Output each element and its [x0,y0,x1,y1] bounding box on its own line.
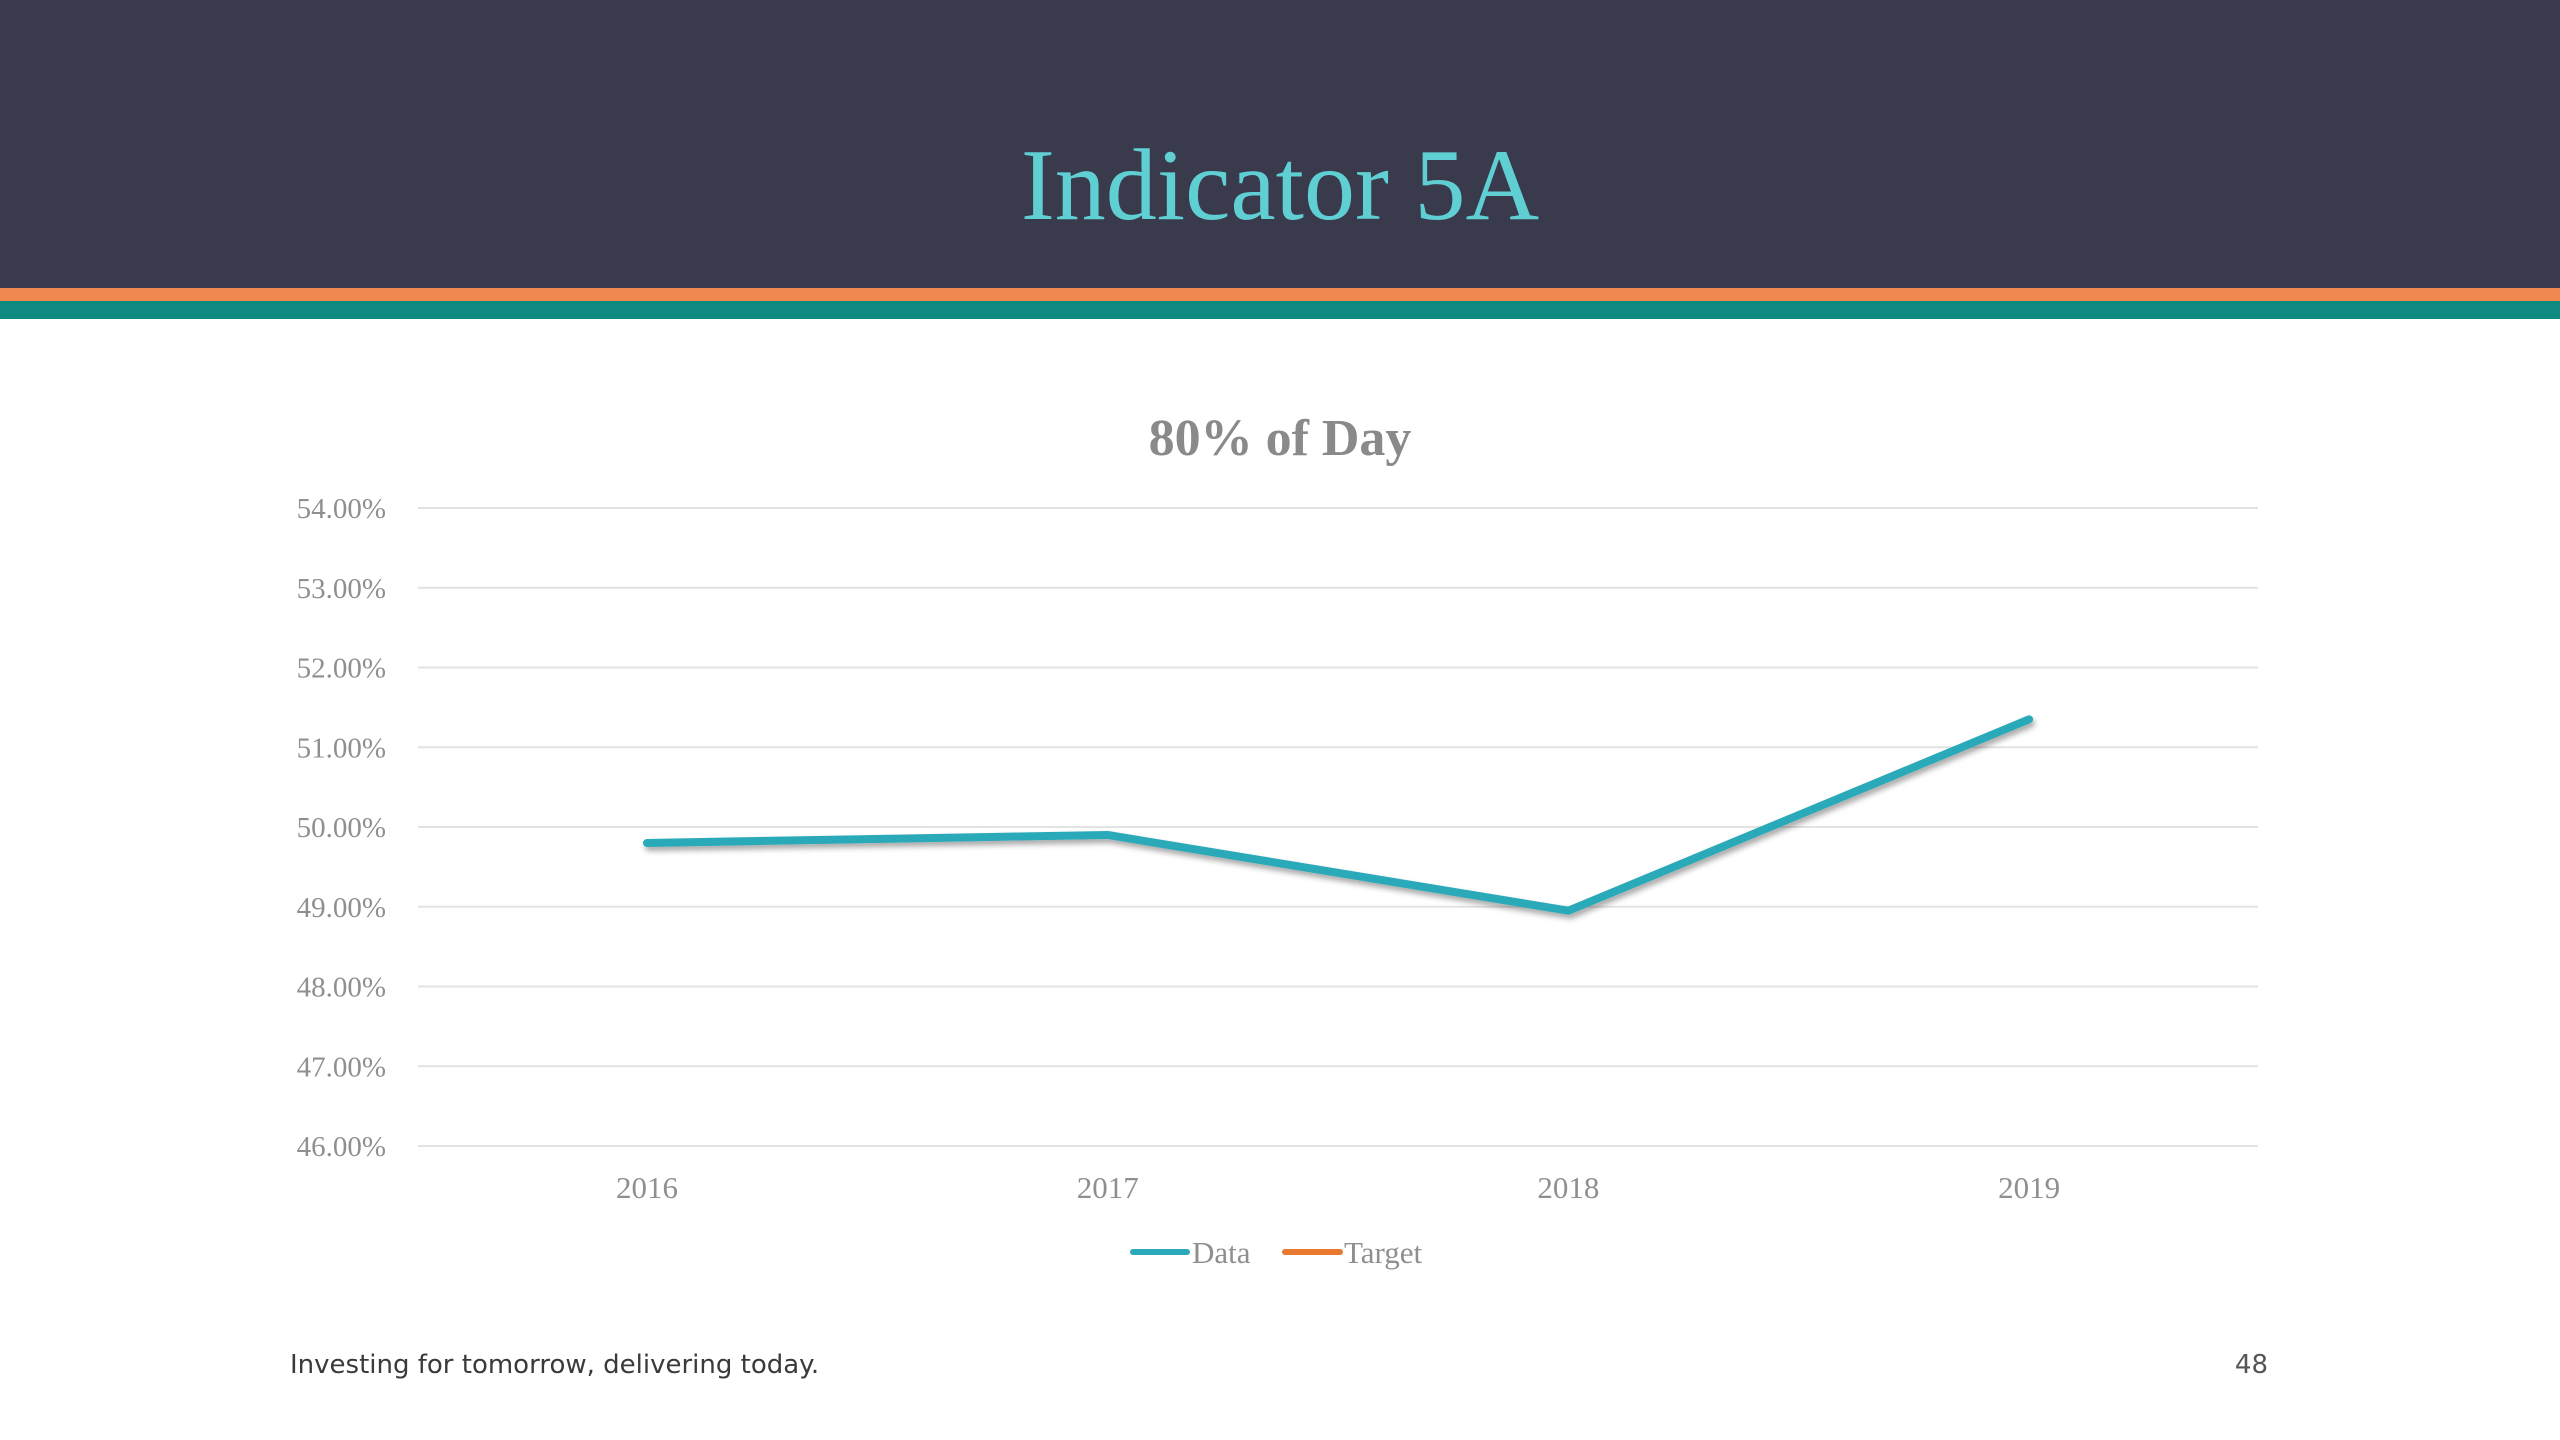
x-tick-label: 2016 [616,1170,678,1205]
y-tick-label: 49.00% [297,892,386,924]
y-tick-label: 53.00% [297,573,386,605]
y-tick-label: 48.00% [297,972,386,1004]
legend-label-target: Target [1344,1235,1423,1270]
y-tick-label: 47.00% [297,1051,386,1083]
x-tick-label: 2017 [1077,1170,1139,1205]
header-bar [0,0,2560,288]
y-tick-label: 51.00% [297,732,386,764]
header-teal-stripe [0,301,2560,319]
x-tick-label: 2018 [1537,1170,1599,1205]
series-line-data [643,715,2034,915]
page-number: 48 [2234,1350,2268,1380]
y-tick-label: 52.00% [297,653,386,685]
slide-title: Indicator 5A [1020,129,1540,242]
legend-label-data: Data [1192,1235,1251,1270]
footer-tagline: Investing for tomorrow, delivering today… [290,1350,820,1380]
chart-title: 80% of Day [1149,410,1412,467]
y-tick-label: 50.00% [297,812,386,844]
header-orange-stripe [0,288,2560,301]
y-tick-label: 46.00% [297,1131,386,1163]
x-tick-label: 2019 [1998,1170,2060,1205]
y-tick-label: 54.00% [297,493,386,525]
